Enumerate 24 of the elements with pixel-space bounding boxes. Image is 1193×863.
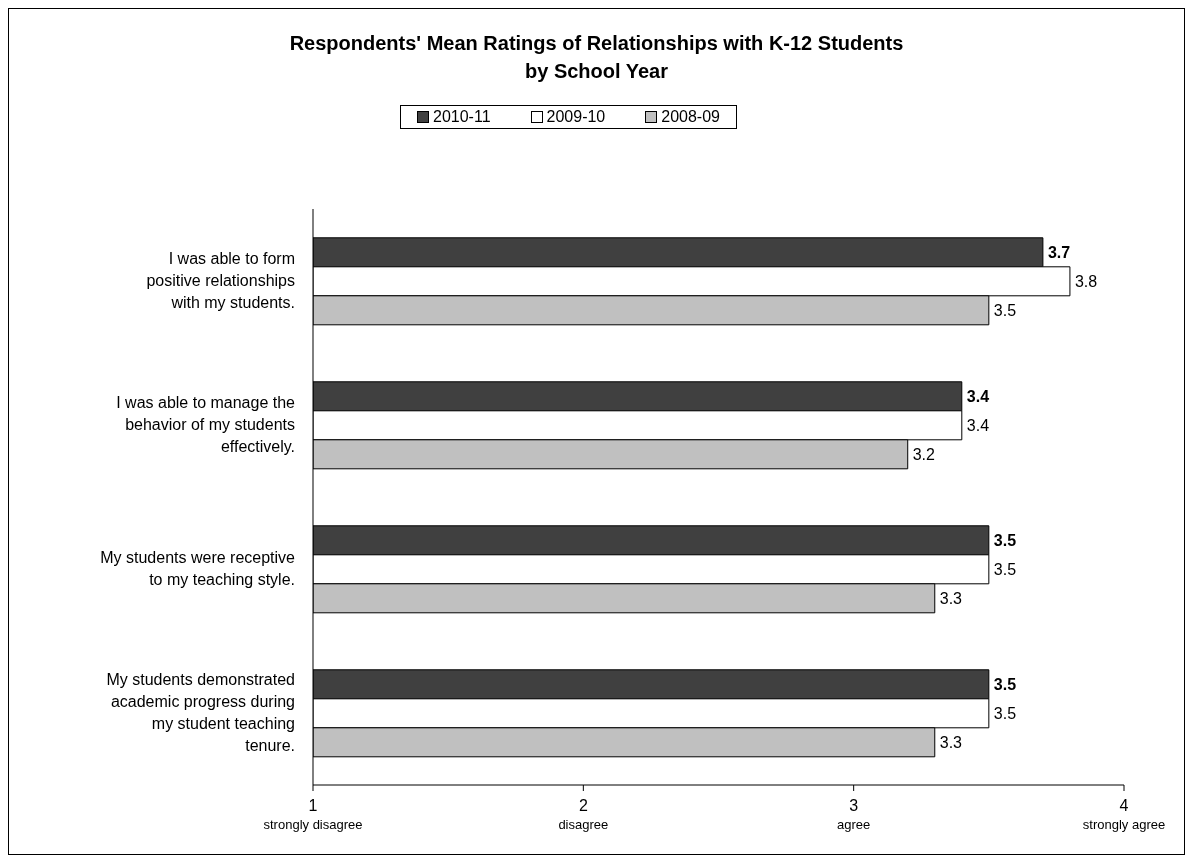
data-label: 3.8 [1074, 272, 1098, 290]
data-label: 3.3 [939, 589, 963, 607]
data-label: 3.5 [993, 560, 1017, 578]
chart-title: Respondents' Mean Ratings of Relationships with K-12 Students by School Year [288, 31, 905, 84]
data-label: 3.7 [1047, 243, 1071, 261]
legend-label: 2008-09 [660, 108, 720, 126]
x-tick-label: 1 strongly disagree [263, 797, 363, 832]
data-label: 3.4 [966, 387, 990, 405]
legend-label: 2009-10 [545, 108, 606, 126]
data-label: 3.3 [939, 733, 963, 751]
data-label: 3.2 [912, 445, 936, 463]
data-label: 3.4 [966, 416, 990, 434]
y-tick-label: I was able to manage the behavior of my students effectively. [116, 394, 296, 455]
y-tick-label: My students were receptive to my teaching style. [100, 549, 296, 588]
y-tick-label: I was able to form positive relationships with my students. [146, 250, 295, 311]
x-tick-label: 3 agree [837, 797, 871, 832]
legend-label: 2010-11 [432, 108, 491, 126]
x-tick-label: 4 strongly agree [1082, 797, 1166, 832]
data-label: 3.5 [993, 531, 1017, 549]
y-tick-label: My students demonstrated academic progress during my student teaching tenure. [106, 671, 295, 754]
data-label: 3.5 [993, 675, 1017, 693]
x-tick-label: 2 disagree [558, 797, 609, 832]
data-label: 3.5 [993, 301, 1017, 319]
data-label: 3.5 [993, 704, 1017, 722]
